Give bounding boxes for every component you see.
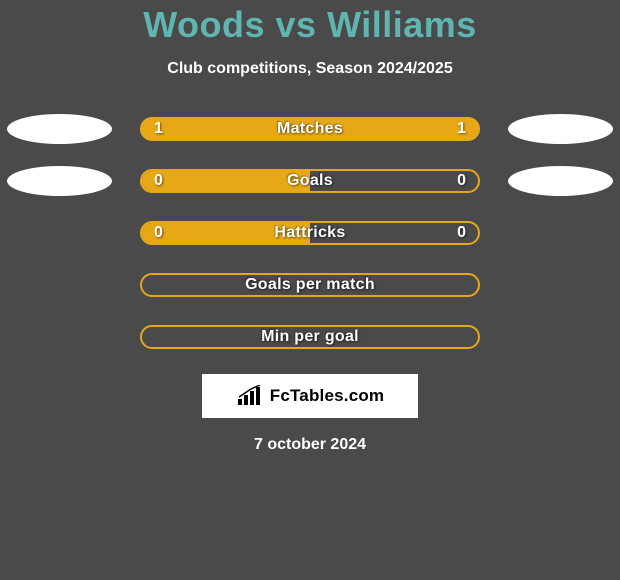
stat-right-value: 1 [457,120,466,138]
stat-label: Goals per match [245,276,375,294]
spacer [508,218,613,248]
page-title: Woods vs Williams [0,4,620,46]
stat-right-value: 0 [457,172,466,190]
spacer [7,270,112,300]
stat-bar-min-per-goal: Min per goal [140,325,480,349]
chart-bars-icon [236,385,264,407]
branding-badge: FcTables.com [202,374,418,418]
subtitle: Club competitions, Season 2024/2025 [0,60,620,78]
spacer [508,270,613,300]
player-right-marker [508,114,613,144]
stat-right-value: 0 [457,224,466,242]
date: 7 october 2024 [0,436,620,454]
spacer [7,218,112,248]
stat-row-goals-per-match: Goals per match [0,270,620,300]
stat-row-goals: 0 Goals 0 [0,166,620,196]
stat-bar-goals-per-match: Goals per match [140,273,480,297]
stat-label: Matches [277,120,343,138]
player-left-marker [7,166,112,196]
stat-bar-hattricks: 0 Hattricks 0 [140,221,480,245]
stat-left-value: 0 [154,224,163,242]
spacer [7,322,112,352]
stat-bar-goals: 0 Goals 0 [140,169,480,193]
stat-label: Goals [287,172,333,190]
stat-bar-matches: 1 Matches 1 [140,117,480,141]
stat-left-value: 0 [154,172,163,190]
branding-text: FcTables.com [270,386,385,406]
stat-row-matches: 1 Matches 1 [0,114,620,144]
stat-label: Min per goal [261,328,359,346]
stat-row-min-per-goal: Min per goal [0,322,620,352]
stat-left-value: 1 [154,120,163,138]
player-right-marker [508,166,613,196]
player-left-marker [7,114,112,144]
stat-label: Hattricks [274,224,345,242]
spacer [508,322,613,352]
stat-row-hattricks: 0 Hattricks 0 [0,218,620,248]
